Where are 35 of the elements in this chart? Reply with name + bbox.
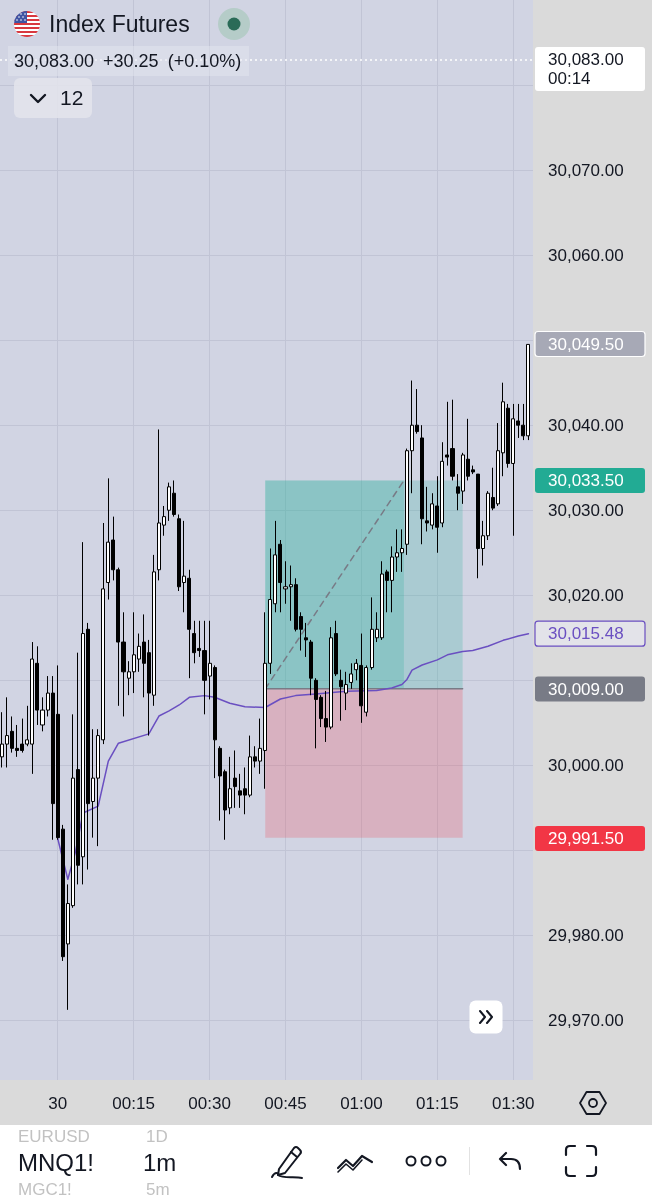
text: 29,991.50 [548,829,624,848]
text: 30,033.50 [548,471,624,490]
y-tick-label: 30,070.00 [548,160,624,180]
text: 30,009.00 [548,679,624,699]
text: MGC1! [18,1180,72,1199]
x-tick-label: 00:30 [188,1094,231,1113]
y-tick-label: 30,000.00 [548,755,624,775]
y-tick-label: 30,020.00 [548,585,624,605]
candlestick [349,662,353,690]
text: 30,083.00 +30.25 (+0.10%) [14,51,242,71]
text: 30,049.50 [548,334,624,354]
text: 5m [146,1180,170,1199]
candlestick [233,749,237,809]
x-tick-label: 01:15 [416,1094,459,1113]
x-tick-label: 00:15 [112,1094,155,1113]
text: 1D [146,1127,168,1146]
text: EURUSD [18,1127,90,1146]
ref-line-label: 30,083.00 00:14 [548,50,624,89]
y-tick-label: 29,980.00 [548,925,624,945]
y-tick-label: 30,030.00 [548,500,624,520]
annotation: 12 [60,85,84,111]
x-tick-label: 01:30 [491,1094,535,1113]
candlestick [309,639,313,696]
x-tick-label: 01:00 [340,1094,383,1113]
y-tick-label: 30,060.00 [548,245,624,265]
candlestick [420,424,424,545]
x-tick-label: 00:45 [264,1094,307,1113]
x-tick-label: 30 [48,1094,68,1113]
text: MNQ1! [18,1148,95,1177]
y-tick-label: 29,970.00 [548,1010,624,1030]
candlestick [304,622,308,658]
data-label: 30,015.48 [548,624,624,644]
text: Index Futures [49,10,190,38]
text: 1m [143,1148,177,1177]
y-tick-label: 30,040.00 [548,415,624,435]
